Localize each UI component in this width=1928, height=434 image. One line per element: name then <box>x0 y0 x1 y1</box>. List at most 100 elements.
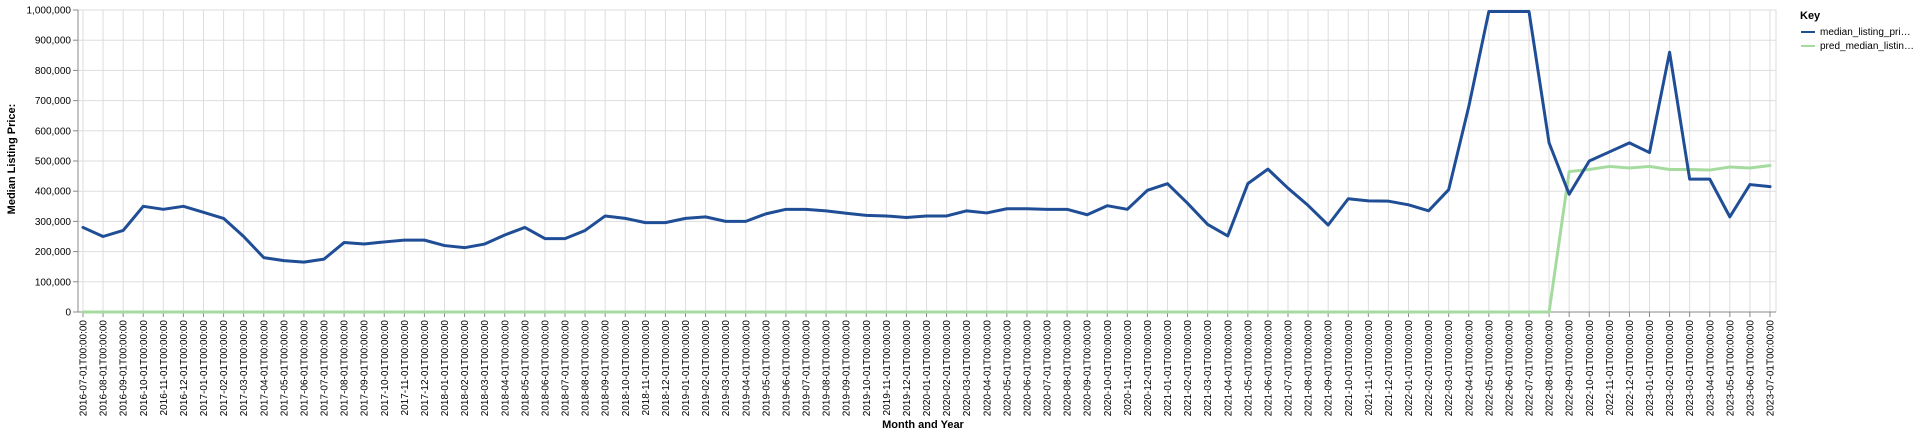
x-tick-label: 2022-01-01T00:00:00 <box>1404 320 1415 417</box>
x-tick-label: 2018-09-01T00:00:00 <box>601 320 612 417</box>
legend-title: Key <box>1800 10 1821 22</box>
x-tick-label: 2019-06-01T00:00:00 <box>781 320 792 417</box>
series-line-median-listing-price <box>81 10 1772 264</box>
x-tick-label: 2019-07-01T00:00:00 <box>802 320 813 417</box>
x-tick-label: 2017-09-01T00:00:00 <box>360 320 371 417</box>
x-tick-label: 2017-10-01T00:00:00 <box>380 320 391 417</box>
x-tick-label: 2021-11-01T00:00:00 <box>1364 320 1375 416</box>
x-tick-label: 2018-08-01T00:00:00 <box>581 320 592 417</box>
x-tick-label: 2022-07-01T00:00:00 <box>1525 320 1536 417</box>
x-tick-label: 2020-11-01T00:00:00 <box>1123 320 1134 416</box>
y-tick-label: 1,000,000 <box>27 6 72 17</box>
x-tick-label: 2017-07-01T00:00:00 <box>320 320 331 417</box>
x-tick-label: 2020-08-01T00:00:00 <box>1063 320 1074 417</box>
series-layer <box>81 10 1772 314</box>
x-tick-label: 2022-11-01T00:00:00 <box>1605 320 1616 416</box>
x-tick-label: 2020-03-01T00:00:00 <box>962 320 973 417</box>
x-tick-label: 2020-06-01T00:00:00 <box>1022 320 1033 417</box>
x-tick-label: 2020-09-01T00:00:00 <box>1083 320 1094 417</box>
legend-label-pred: pred_median_listin… <box>1820 41 1914 52</box>
x-tick-label: 2020-07-01T00:00:00 <box>1043 320 1054 417</box>
x-tick-label: 2018-11-01T00:00:00 <box>641 320 652 416</box>
y-tick-label: 200,000 <box>35 247 72 258</box>
x-tick-label: 2021-10-01T00:00:00 <box>1344 320 1355 417</box>
x-tick-label: 2020-01-01T00:00:00 <box>922 320 933 417</box>
x-tick-label: 2023-05-01T00:00:00 <box>1725 320 1736 417</box>
x-tick-label: 2022-08-01T00:00:00 <box>1545 320 1556 417</box>
x-tick-label: 2022-06-01T00:00:00 <box>1504 320 1515 417</box>
x-tick-label: 2022-09-01T00:00:00 <box>1565 320 1576 417</box>
x-tick-label: 2022-02-01T00:00:00 <box>1424 320 1435 417</box>
legend-label-median: median_listing_pri… <box>1820 27 1911 38</box>
x-tick-label: 2021-08-01T00:00:00 <box>1304 320 1315 417</box>
x-tick-label: 2020-02-01T00:00:00 <box>942 320 953 417</box>
x-tick-label: 2017-01-01T00:00:00 <box>199 320 210 417</box>
x-tick-label: 2020-04-01T00:00:00 <box>982 320 993 417</box>
x-tick-label: 2019-04-01T00:00:00 <box>741 320 752 417</box>
x-tick-label: 2018-01-01T00:00:00 <box>440 320 451 417</box>
x-tick-label: 2018-07-01T00:00:00 <box>561 320 572 417</box>
grid-lines <box>77 9 1777 313</box>
x-axis-title: Month and Year <box>882 419 964 431</box>
x-tick-label: 2018-05-01T00:00:00 <box>520 320 531 417</box>
x-tick-label: 2023-01-01T00:00:00 <box>1645 320 1656 417</box>
y-axis: 0 100,000 200,000 300,000 400,000 500,000 600,… <box>27 6 79 319</box>
x-tick-label: 2016-09-01T00:00:00 <box>119 320 130 417</box>
x-tick-label: 2020-12-01T00:00:00 <box>1143 320 1154 417</box>
x-tick-label: 2017-05-01T00:00:00 <box>279 320 290 417</box>
x-tick-label: 2017-03-01T00:00:00 <box>239 320 250 417</box>
y-tick-label: 300,000 <box>35 217 72 228</box>
x-tick-label: 2021-02-01T00:00:00 <box>1183 320 1194 417</box>
x-tick-label: 2021-01-01T00:00:00 <box>1163 320 1174 417</box>
y-tick-label: 800,000 <box>35 66 72 77</box>
x-tick-label: 2016-08-01T00:00:00 <box>99 320 110 417</box>
x-tick-label: 2022-04-01T00:00:00 <box>1464 320 1475 417</box>
x-tick-label: 2018-04-01T00:00:00 <box>500 320 511 417</box>
x-axis: 2016-07-01T00:00:00 2016-08-01T00:00:00 20… <box>78 311 1777 417</box>
x-tick-label: 2019-01-01T00:00:00 <box>681 320 692 417</box>
x-tick-label: 2019-12-01T00:00:00 <box>902 320 913 417</box>
y-tick-label: 0 <box>65 308 71 319</box>
y-tick-label: 600,000 <box>35 126 72 137</box>
x-tick-label: 2018-06-01T00:00:00 <box>540 320 551 417</box>
y-tick-label: 900,000 <box>35 36 72 47</box>
x-tick-label: 2022-03-01T00:00:00 <box>1444 320 1455 417</box>
x-tick-label: 2018-10-01T00:00:00 <box>621 320 632 417</box>
x-tick-label: 2021-05-01T00:00:00 <box>1243 320 1254 417</box>
x-tick-label: 2021-12-01T00:00:00 <box>1384 320 1395 417</box>
x-tick-label: 2023-06-01T00:00:00 <box>1745 320 1756 417</box>
x-tick-label: 2017-06-01T00:00:00 <box>299 320 310 417</box>
x-tick-label: 2017-02-01T00:00:00 <box>219 320 230 417</box>
x-tick-label: 2022-05-01T00:00:00 <box>1484 320 1495 417</box>
y-axis-title: Median Listing Price: <box>6 104 18 215</box>
x-tick-label: 2016-10-01T00:00:00 <box>139 320 150 417</box>
x-tick-label: 2021-07-01T00:00:00 <box>1284 320 1295 417</box>
x-tick-label: 2019-09-01T00:00:00 <box>842 320 853 417</box>
x-tick-label: 2021-09-01T00:00:00 <box>1324 320 1335 417</box>
x-tick-label: 2019-02-01T00:00:00 <box>701 320 712 417</box>
x-tick-label: 2023-03-01T00:00:00 <box>1685 320 1696 417</box>
x-tick-label: 2021-06-01T00:00:00 <box>1263 320 1274 417</box>
x-tick-label: 2021-04-01T00:00:00 <box>1223 320 1234 417</box>
x-tick-label: 2019-03-01T00:00:00 <box>721 320 732 417</box>
x-tick-label: 2016-12-01T00:00:00 <box>179 320 190 417</box>
y-tick-label: 500,000 <box>35 157 72 168</box>
x-tick-label: 2017-11-01T00:00:00 <box>400 320 411 416</box>
x-tick-label: 2018-03-01T00:00:00 <box>480 320 491 417</box>
x-tick-label: 2017-12-01T00:00:00 <box>420 320 431 417</box>
x-tick-label: 2022-12-01T00:00:00 <box>1625 320 1636 417</box>
x-tick-label: 2021-03-01T00:00:00 <box>1203 320 1214 417</box>
y-tick-label: 400,000 <box>35 187 72 198</box>
x-tick-label: 2019-08-01T00:00:00 <box>822 320 833 417</box>
x-tick-label: 2017-08-01T00:00:00 <box>340 320 351 417</box>
x-tick-label: 2019-10-01T00:00:00 <box>862 320 873 417</box>
x-tick-label: 2016-11-01T00:00:00 <box>159 320 170 416</box>
x-tick-label: 2020-05-01T00:00:00 <box>1002 320 1013 417</box>
x-tick-label: 2020-10-01T00:00:00 <box>1103 320 1114 417</box>
x-tick-label: 2017-04-01T00:00:00 <box>259 320 270 417</box>
x-tick-label: 2018-02-01T00:00:00 <box>460 320 471 417</box>
x-tick-label: 2023-04-01T00:00:00 <box>1705 320 1716 417</box>
x-tick-label: 2019-05-01T00:00:00 <box>761 320 772 417</box>
x-tick-label: 2016-07-01T00:00:00 <box>79 320 90 417</box>
